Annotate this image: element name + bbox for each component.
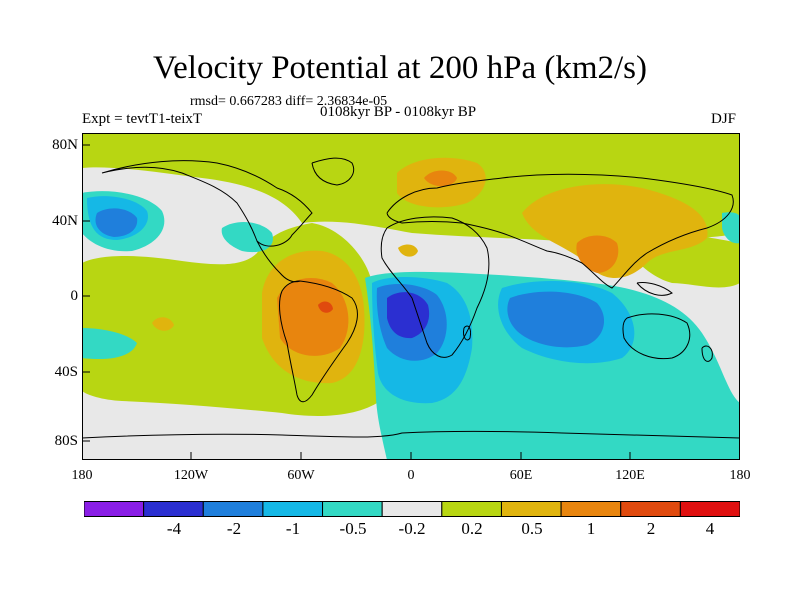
contour-north-pacific-blue: [95, 208, 138, 237]
colorbar: [84, 501, 740, 517]
lat-label-eq: 0: [70, 288, 79, 304]
colorbar-label-1: -4: [166, 519, 182, 538]
lat-ticks: [82, 144, 90, 442]
colorbar-box-1: [84, 501, 145, 517]
lat-label-40s: 40S: [54, 364, 78, 380]
map-title: Velocity Potential at 200 hPa (km2/s): [152, 50, 648, 86]
lat-label-80s: 80S: [54, 433, 78, 449]
lon-label-180w: 180: [71, 468, 93, 483]
colorbar-box-6: [381, 501, 443, 517]
colorbar-label-6: 0.2: [461, 519, 483, 538]
colorbar-box-5: [322, 501, 383, 517]
contour-scandinavia-orange: [424, 170, 457, 187]
contour-sahara-small-gold: [398, 244, 418, 257]
colorbar-label-8: 1: [586, 519, 596, 538]
contour-amazon-red: [318, 301, 333, 313]
period-label: 0108kyr BP - 0108kyr BP: [320, 104, 477, 120]
season-label: DJF: [711, 111, 737, 127]
experiment-label: Expt = tevtT1-teixT: [82, 111, 203, 127]
contour-south-pacific-teal: [82, 328, 137, 360]
lon-label-60w: 60W: [287, 468, 315, 483]
colorbar-box-2: [143, 501, 204, 517]
lat-label-40n: 40N: [52, 213, 78, 229]
colorbar-label-9: 2: [646, 519, 656, 538]
greenland-coast: [311, 157, 355, 186]
coastlines: [82, 157, 740, 439]
africa-coast: [380, 216, 490, 358]
colorbar-box-4: [262, 501, 324, 517]
contour-indian-blue: [507, 291, 605, 348]
contour-india-orange: [576, 235, 619, 273]
contour-north-america-teal: [221, 221, 273, 253]
contour-pacific-small-gold: [152, 317, 174, 331]
lon-label-180e: 180: [729, 468, 751, 483]
maritime-continent-coast: [636, 282, 673, 296]
colorbar-label-5: -0.2: [398, 519, 426, 538]
contour-date-line-teal: [722, 212, 740, 244]
lon-label-120w: 120W: [173, 468, 209, 483]
antarctica-coast: [82, 431, 740, 439]
madagascar-coast: [463, 325, 471, 341]
lon-label-120e: 120E: [615, 468, 645, 483]
colorbar-label-3: -1: [285, 519, 301, 538]
colorbar-label-10: 4: [705, 519, 715, 538]
rmsd-diff-stats: rmsd= 0.667283 diff= 2.36834e-05: [190, 94, 388, 109]
colorbar-box-8: [500, 501, 562, 517]
colorbar-box-3: [202, 501, 264, 517]
new-zealand-coast: [701, 345, 713, 362]
colorbar-label-2: -2: [226, 519, 242, 538]
lon-label-60e: 60E: [509, 468, 533, 483]
colorbar-box-7: [441, 501, 502, 517]
australia-coast: [622, 313, 691, 360]
south-america-coast: [279, 280, 358, 403]
lon-ticks: [190, 452, 631, 460]
lat-label-80n: 80N: [52, 137, 78, 153]
eurasia-coast: [386, 173, 734, 289]
colorbar-label-7: 0.5: [521, 519, 543, 538]
colorbar-box-11: [679, 501, 740, 517]
contour-atlantic-darkblue: [387, 292, 430, 339]
colorbar-label-4: -0.5: [339, 519, 367, 538]
contour-asia-gold: [522, 184, 708, 278]
colorbar-box-9: [560, 501, 622, 517]
colorbar-box-10: [620, 501, 681, 517]
north-america-coast: [101, 160, 313, 247]
velocity-potential-map: [82, 133, 740, 460]
lon-label-0: 0: [407, 468, 415, 483]
contour-amazon-orange: [277, 278, 349, 356]
